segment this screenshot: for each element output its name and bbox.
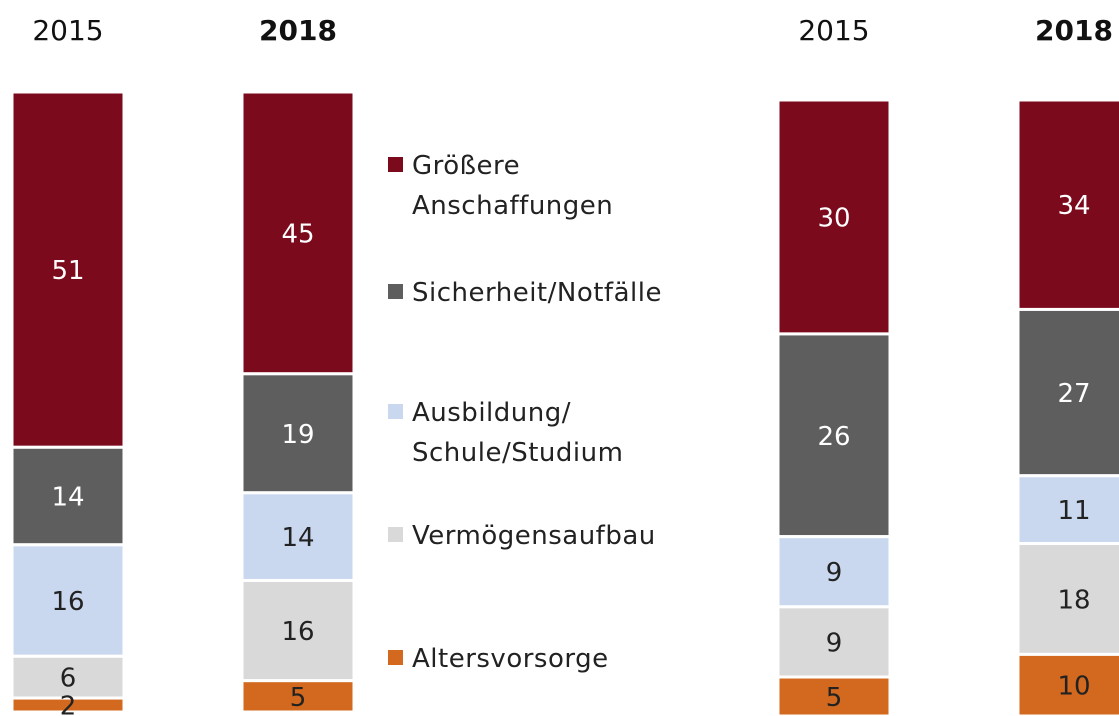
legend-item: Größere Anschaffungen xyxy=(388,146,722,226)
bar-segment xyxy=(776,98,892,336)
bar-segment xyxy=(240,491,356,582)
data-label: 19 xyxy=(281,420,314,450)
legend-item: Ausbildung/ Schule/Studium xyxy=(388,393,722,473)
bar-segment xyxy=(1016,307,1119,478)
data-label: 11 xyxy=(1057,496,1090,526)
data-label: 18 xyxy=(1057,585,1090,615)
data-label: 30 xyxy=(817,203,850,233)
bar-segment xyxy=(1016,474,1119,546)
data-label: 16 xyxy=(51,587,84,617)
data-label: 26 xyxy=(817,422,850,452)
column-label: 2018 xyxy=(259,14,337,47)
legend-label: Sicherheit/Notfälle xyxy=(412,278,662,308)
bar-segment xyxy=(1016,652,1119,716)
data-label: 2 xyxy=(60,692,77,716)
legend-swatch xyxy=(388,157,403,172)
data-label: 27 xyxy=(1057,379,1090,409)
data-label: 6 xyxy=(60,664,77,694)
bar-segment xyxy=(240,578,356,683)
bar-segment xyxy=(240,679,356,714)
legend-item: Vermögensaufbau xyxy=(388,516,722,556)
legend-label: Altersvorsorge xyxy=(412,644,609,674)
data-label: 10 xyxy=(1057,672,1090,702)
column-label: 2015 xyxy=(32,14,103,47)
bar-segment xyxy=(1016,98,1119,311)
legend-item: Altersvorsorge xyxy=(388,639,722,679)
data-label: 34 xyxy=(1057,191,1090,221)
data-label: 9 xyxy=(826,558,843,588)
legend-label: Vermögensaufbau xyxy=(412,521,656,551)
data-label: 16 xyxy=(281,617,314,647)
data-label: 5 xyxy=(290,683,307,713)
column-label: 2015 xyxy=(798,14,869,47)
bar-segment xyxy=(1016,542,1119,656)
bar-segment xyxy=(776,535,892,609)
legend-swatch xyxy=(388,527,403,542)
bar-segment xyxy=(776,675,892,716)
column-label: 2018 xyxy=(1035,14,1113,47)
legend-label: Größere Anschaffungen xyxy=(412,151,614,221)
bar-segment xyxy=(776,605,892,679)
bar-segment xyxy=(10,445,126,547)
data-label: 14 xyxy=(281,523,314,553)
bar-segment xyxy=(10,696,126,714)
data-label: 5 xyxy=(826,683,843,713)
bar-segment xyxy=(10,90,126,449)
legend-label: Ausbildung/ Schule/Studium xyxy=(412,398,624,468)
legend-swatch xyxy=(388,284,403,299)
legend-item: Sicherheit/Notfälle xyxy=(388,273,722,313)
data-label: 14 xyxy=(51,483,84,513)
bar-segment xyxy=(10,654,126,700)
data-label: 45 xyxy=(281,219,314,249)
data-label: 51 xyxy=(51,256,84,286)
data-label: 9 xyxy=(826,628,843,658)
legend-swatch xyxy=(388,650,403,665)
legend-swatch xyxy=(388,404,403,419)
